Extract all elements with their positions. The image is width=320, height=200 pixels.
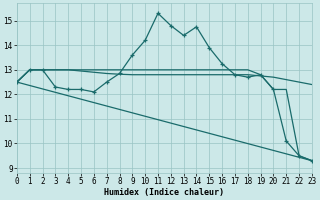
X-axis label: Humidex (Indice chaleur): Humidex (Indice chaleur) xyxy=(104,188,224,197)
